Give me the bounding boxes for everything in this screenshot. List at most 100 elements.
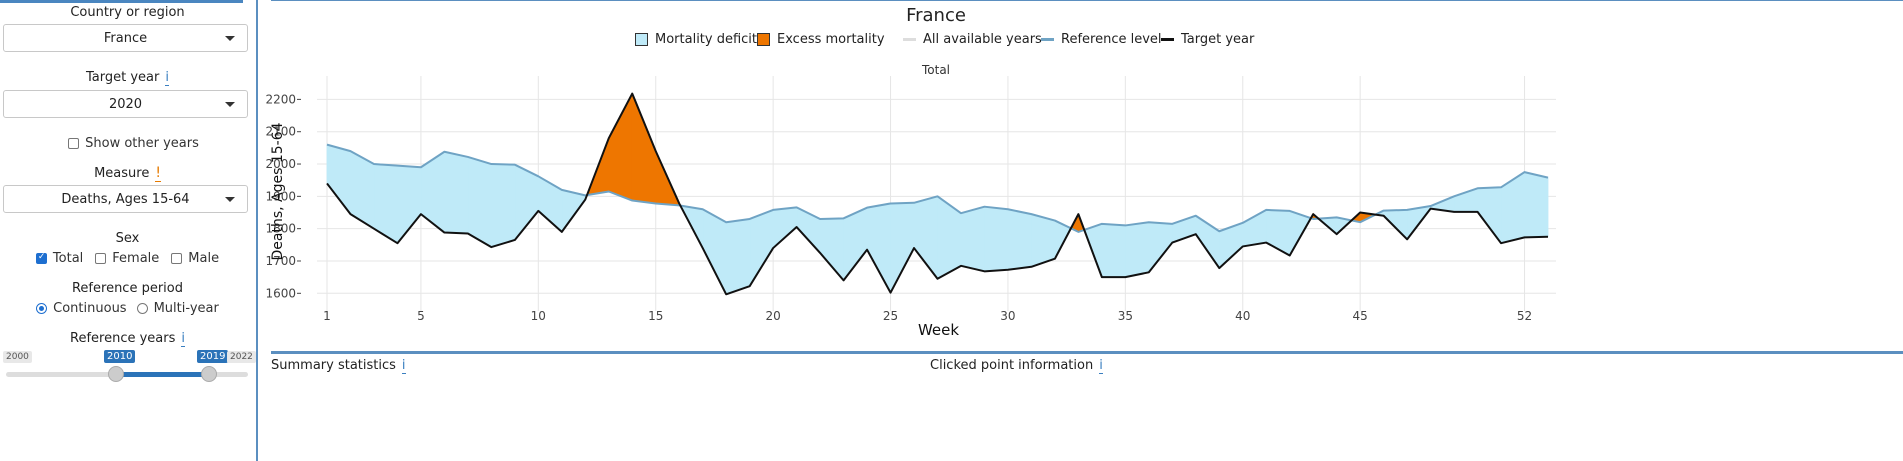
mortality-deficit-area: [1124, 221, 1150, 278]
show-other-years-row: Show other years: [0, 136, 255, 151]
target-year-label-text: Target year: [86, 70, 160, 85]
mortality-deficit-area: [490, 163, 516, 248]
reference-years-label-text: Reference years: [70, 331, 176, 346]
x-tick-label: 10: [531, 309, 546, 323]
mortality-deficit-area: [1007, 208, 1032, 271]
continuous-label: Continuous: [53, 301, 127, 316]
measure-label-text: Measure: [94, 166, 150, 181]
chevron-down-icon: [225, 197, 235, 202]
legend-deficit[interactable]: Mortality deficit: [635, 32, 757, 47]
y-tick-label: 1900: [265, 189, 296, 203]
summary-statistics-heading: Summary statistics i: [271, 358, 406, 374]
legend-deficit-swatch: [635, 33, 648, 46]
clicked-point-label: Clicked point information: [930, 358, 1094, 373]
y-tick-label: 2100: [265, 125, 296, 139]
show-other-years-label: Show other years: [85, 136, 199, 151]
reference-period-options: Continuous Multi-year: [0, 301, 255, 316]
sex-female-label: Female: [112, 251, 160, 266]
chart-title: France: [906, 5, 966, 26]
slider-min-label: 2000: [3, 351, 32, 363]
legend-target-swatch: [1161, 38, 1174, 41]
y-axis-label: Deaths, Ages 15-64: [270, 122, 286, 260]
legend-excess-swatch: [757, 33, 770, 46]
reference-years-slider-track[interactable]: [6, 372, 248, 377]
target-year-line: [326, 92, 1549, 296]
country-select[interactable]: France: [3, 24, 248, 52]
legend-target[interactable]: Target year: [1161, 32, 1254, 47]
sex-male-checkbox[interactable]: [171, 253, 183, 264]
mortality-deficit-area: [444, 151, 469, 234]
measure-label: Measure!: [0, 165, 255, 182]
mortality-deficit-area: [1524, 171, 1549, 238]
mortality-deficit-area: [467, 156, 492, 248]
x-tick-label: 5: [417, 309, 425, 323]
clicked-point-heading: Clicked point information i: [930, 358, 1103, 374]
sex-female-checkbox[interactable]: [95, 253, 107, 264]
info-icon[interactable]: i: [181, 331, 185, 347]
country-select-value: France: [103, 30, 148, 46]
reference-period-label: Reference period: [71, 281, 183, 296]
section-divider: [271, 351, 1903, 354]
legend-excess[interactable]: Excess mortality: [757, 32, 885, 47]
mortality-deficit-area: [1101, 223, 1126, 278]
sex-male-label: Male: [188, 251, 220, 266]
reference-years-slider-range: [116, 372, 209, 377]
main-top-divider: [271, 0, 1903, 1]
info-icon[interactable]: i: [1099, 358, 1103, 374]
continuous-radio[interactable]: [36, 303, 48, 314]
mortality-deficit-area: [725, 218, 751, 295]
slider-max-label: 2022: [227, 351, 256, 363]
summary-statistics-label: Summary statistics: [271, 358, 396, 373]
y-tick-label: 1600: [265, 286, 296, 300]
sex-total-label: Total: [52, 251, 84, 266]
slider-to-label: 2019: [197, 350, 229, 363]
y-tick-label: 1800: [265, 222, 296, 236]
legend-all-years-swatch: [903, 38, 916, 41]
legend-all-years[interactable]: All available years: [903, 32, 1042, 47]
multi-year-radio[interactable]: [136, 303, 148, 314]
x-tick-label: 15: [648, 309, 663, 323]
sex-options: Total Female Male: [0, 251, 255, 266]
legend-reference[interactable]: Reference level: [1041, 32, 1162, 47]
x-tick-label: 30: [1000, 309, 1015, 323]
chevron-down-icon: [225, 102, 235, 107]
x-tick-label: 25: [883, 309, 898, 323]
reference-level-line: [326, 143, 1549, 233]
mortality-deficit-area: [960, 206, 985, 272]
sex-total-checkbox[interactable]: [35, 252, 47, 264]
y-tick-label: 1700: [265, 254, 296, 268]
x-tick-label: 1: [323, 309, 331, 323]
info-icon[interactable]: i: [165, 70, 169, 86]
slider-from-handle[interactable]: [108, 366, 124, 382]
slider-from-label: 2010: [104, 350, 136, 363]
legend-all-years-label: All available years: [923, 32, 1042, 47]
multi-year-label: Multi-year: [153, 301, 219, 316]
y-tick-label: 2200: [265, 92, 296, 106]
mortality-deficit-area: [984, 206, 1009, 272]
x-tick-label: 52: [1517, 309, 1532, 323]
y-tick-label: 2000: [265, 157, 296, 171]
sidebar-top-accent: [0, 0, 243, 3]
chevron-down-icon: [225, 36, 235, 41]
target-year-select-value: 2020: [108, 96, 143, 112]
legend-excess-label: Excess mortality: [777, 32, 885, 47]
facet-label: Total: [921, 63, 951, 77]
sidebar-controls: Country or region France Target year i 20…: [0, 0, 258, 461]
target-year-select[interactable]: 2020: [3, 90, 248, 118]
x-axis-label: Week: [918, 321, 959, 339]
x-tick-label: 40: [1235, 309, 1250, 323]
country-label: Country or region: [70, 5, 185, 20]
legend-reference-label: Reference level: [1061, 32, 1162, 47]
measure-select-value: Deaths, Ages 15-64: [61, 191, 190, 207]
warning-icon[interactable]: !: [155, 165, 161, 182]
legend-reference-swatch: [1041, 38, 1054, 41]
show-other-years-checkbox[interactable]: [68, 138, 80, 149]
sex-label: Sex: [115, 231, 140, 246]
chart-legend: Mortality deficit Excess mortality All a…: [0, 32, 1903, 50]
measure-select[interactable]: Deaths, Ages 15-64: [3, 185, 248, 213]
x-tick-label: 20: [765, 309, 780, 323]
info-icon[interactable]: i: [401, 358, 406, 374]
slider-to-handle[interactable]: [201, 366, 217, 382]
legend-deficit-label: Mortality deficit: [655, 32, 758, 47]
